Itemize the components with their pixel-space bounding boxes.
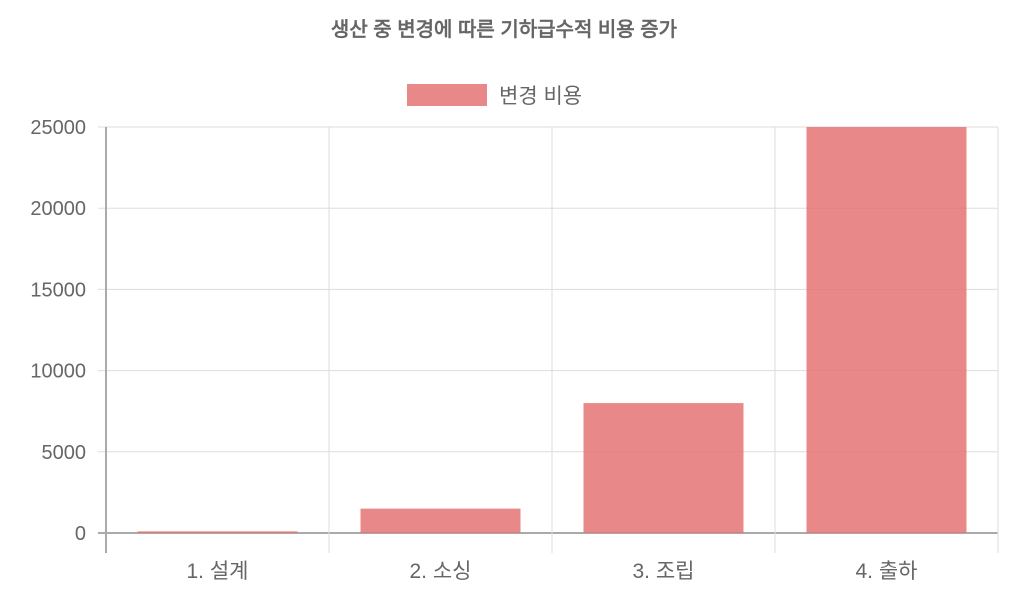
bar[interactable] xyxy=(360,508,521,533)
legend-swatch[interactable] xyxy=(407,84,487,106)
x-tick-label: 4. 출하 xyxy=(856,560,918,583)
legend-label[interactable]: 변경 비용 xyxy=(499,85,582,108)
bar[interactable] xyxy=(583,403,744,533)
y-tick-label: 10000 xyxy=(30,361,86,383)
y-tick-label: 0 xyxy=(75,523,86,545)
x-tick-label: 1. 설계 xyxy=(187,560,249,583)
x-tick-label: 3. 조립 xyxy=(633,560,695,583)
bar[interactable] xyxy=(137,531,298,533)
y-tick-label: 20000 xyxy=(30,198,86,220)
y-tick-label: 5000 xyxy=(42,442,87,464)
y-tick-label: 15000 xyxy=(30,279,86,301)
chart-title: 생산 중 변경에 따른 기하급수적 비용 증가 xyxy=(331,18,678,41)
y-tick-label: 25000 xyxy=(30,117,86,139)
bar[interactable] xyxy=(806,127,967,533)
x-tick-label: 2. 소싱 xyxy=(410,560,472,583)
